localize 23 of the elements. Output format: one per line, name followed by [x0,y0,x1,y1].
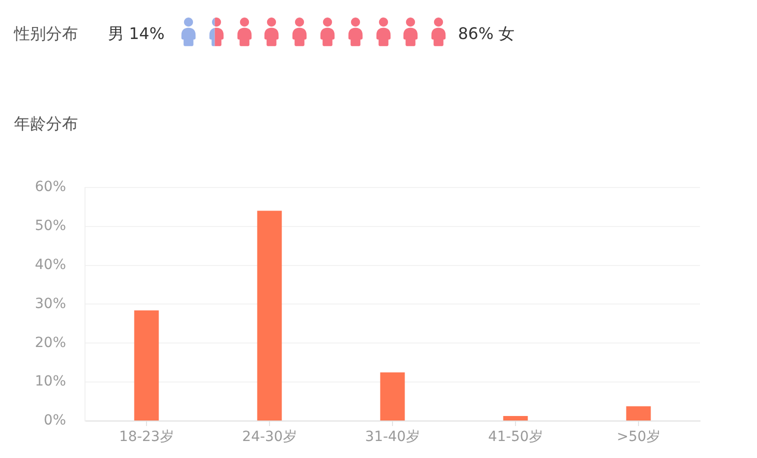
data-label: 86% [458,23,494,45]
chart-title: 年龄分布 [14,113,78,135]
y-tick-label: 10% [34,374,66,390]
bar [134,310,159,420]
x-tick-label: 18-23岁 [119,429,174,446]
text: 性别分布 [14,23,78,45]
category-label: 男 [108,23,124,45]
x-tick-label: 41-50岁 [488,429,543,446]
bar [257,210,282,420]
x-tick-label: 24-30岁 [242,429,297,446]
y-tick-label: 50% [34,218,66,234]
y-tick-label: 0% [44,412,66,429]
data-label: 14% [129,23,165,45]
bar [626,406,651,420]
y-tick-label: 40% [34,256,66,273]
bar [380,372,405,420]
bar [503,416,528,420]
x-tick-label: 31-40岁 [365,429,420,446]
y-tick-label: 60% [34,179,66,196]
category-label: 女 [498,23,515,45]
y-tick-label: 30% [34,296,66,312]
x-tick-label: >50岁 [616,429,660,446]
y-tick-label: 20% [34,334,66,351]
